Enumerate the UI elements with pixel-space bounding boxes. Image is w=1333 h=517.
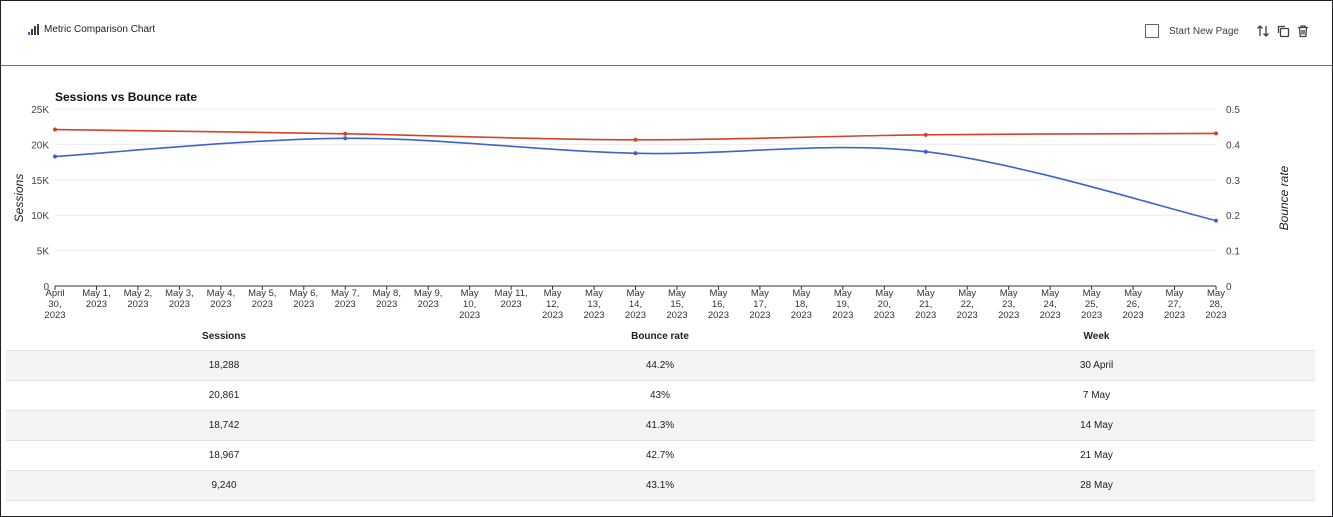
table-header-week: Week [1083, 330, 1110, 342]
x-tick-label: May 5, 2023 [248, 288, 277, 310]
x-tick-label: May 14, 2023 [625, 288, 646, 321]
data-table: Sessions Bounce rate Week 18,288 44.2% 3… [6, 322, 1315, 501]
x-tick-label: May 2, 2023 [124, 288, 153, 310]
table-cell-sessions: 18,288 [208, 360, 240, 371]
data-point-bounce-rate [1214, 131, 1218, 136]
x-tick-label: April 30, 2023 [44, 288, 65, 321]
y-tick-label: 10K [31, 211, 49, 222]
y2-tick-label: 0.5 [1226, 105, 1240, 116]
data-point-sessions [1214, 218, 1218, 223]
table-row: 9,240 43.1% 28 May [6, 471, 1315, 501]
x-tick-label: May 10, 2023 [459, 288, 480, 321]
table-cell-bounce-rate: 43% [649, 390, 670, 401]
x-tick-label: May 21, 2023 [915, 288, 936, 321]
y-tick-label: 25K [31, 105, 49, 116]
x-tick-label: May 12, 2023 [542, 288, 563, 321]
x-tick-label: May 22, 2023 [957, 288, 978, 321]
start-new-page-checkbox[interactable] [1144, 24, 1159, 38]
data-point-sessions [53, 154, 57, 159]
widget-title-group: Metric Comparison Chart [28, 24, 155, 35]
table-cell-sessions: 20,861 [208, 390, 240, 401]
data-point-sessions [633, 151, 638, 156]
table-header-sessions: Sessions [202, 330, 246, 342]
x-tick-label: May 20, 2023 [874, 288, 895, 321]
table-row: 18,742 41.3% 14 May [6, 411, 1315, 441]
y-tick-label: 15K [31, 176, 49, 187]
x-tick-label: May 19, 2023 [832, 288, 853, 321]
y2-tick-label: 0.3 [1226, 176, 1240, 187]
table-cell-sessions: 18,967 [208, 450, 240, 461]
table-cell-bounce-rate: 42.7% [645, 450, 675, 461]
data-point-sessions [343, 136, 348, 141]
x-tick-label: May 17, 2023 [749, 288, 770, 321]
x-tick-label: May 13, 2023 [583, 288, 604, 321]
y2-tick-label: 0.1 [1226, 247, 1240, 258]
table-header-bounce-rate: Bounce rate [631, 330, 689, 342]
x-tick-label: May 9, 2023 [414, 288, 443, 310]
table-cell-bounce-rate: 43.1% [645, 480, 675, 491]
x-tick-label: May 18, 2023 [791, 288, 812, 321]
widget-title: Metric Comparison Chart [44, 24, 156, 35]
trash-icon[interactable] [1295, 23, 1311, 39]
x-tick-label: May 8, 2023 [372, 288, 401, 310]
table-row: 20,861 43% 7 May [6, 381, 1315, 411]
data-point-bounce-rate [923, 132, 928, 137]
x-tick-label: May 15, 2023 [666, 288, 687, 321]
y2-tick-label: 0.2 [1226, 211, 1240, 222]
table-cell-week: 28 May [1080, 480, 1113, 491]
data-point-bounce-rate [633, 137, 638, 142]
table-cell-sessions: 18,742 [208, 420, 240, 431]
bar-chart-icon [28, 24, 39, 35]
table-body: 18,288 44.2% 30 April 20,861 43% 7 May 1… [6, 351, 1315, 501]
x-tick-label: May 25, 2023 [1081, 288, 1102, 321]
x-tick-label: May 1, 2023 [82, 288, 111, 310]
x-tick-label: May 3, 2023 [165, 288, 194, 310]
table-header: Sessions Bounce rate Week [6, 322, 1315, 351]
table-cell-bounce-rate: 44.2% [645, 360, 675, 371]
table-cell-week: 21 May [1080, 450, 1113, 461]
data-point-bounce-rate [53, 127, 57, 132]
y2-tick-label: 0 [1226, 282, 1232, 293]
table-row: 18,288 44.2% 30 April [6, 351, 1315, 381]
table-cell-sessions: 9,240 [211, 480, 237, 491]
x-tick-label: May 7, 2023 [331, 288, 360, 310]
y-tick-label: 20K [31, 140, 49, 151]
x-tick-label: May 11, 2023 [495, 288, 528, 310]
data-point-bounce-rate [343, 131, 348, 136]
x-tick-label: May 4, 2023 [207, 288, 236, 310]
table-row: 18,967 42.7% 21 May [6, 441, 1315, 471]
line-chart: Sessions vs Bounce rate Sessions Bounce … [12, 90, 1291, 321]
chart-title: Sessions vs Bounce rate [55, 90, 197, 104]
data-point-sessions [923, 149, 928, 154]
y2-axis-label: Bounce rate [1277, 165, 1291, 230]
table-cell-bounce-rate: 41.3% [645, 420, 675, 431]
y-axis-label: Sessions [12, 174, 26, 223]
widget-controls: Start New Page [1144, 21, 1332, 41]
table-cell-week: 7 May [1082, 390, 1111, 401]
y2-tick-label: 0.4 [1226, 140, 1240, 151]
y-tick-label: 5K [37, 247, 50, 258]
x-tick-label: May 26, 2023 [1123, 288, 1144, 321]
x-tick-label: May 23, 2023 [998, 288, 1019, 321]
sort-arrows-icon[interactable] [1255, 23, 1271, 39]
start-new-page-label: Start New Page [1168, 25, 1239, 37]
copy-icon[interactable] [1275, 23, 1291, 39]
table-cell-week: 14 May [1080, 420, 1113, 431]
x-tick-label: May 27, 2023 [1164, 288, 1185, 321]
y-tick-label: 0 [43, 282, 49, 293]
x-tick-label: May 16, 2023 [708, 288, 729, 321]
x-tick-label: May 24, 2023 [1040, 288, 1061, 321]
table-cell-week: 30 April [1079, 360, 1114, 371]
x-tick-label: May 28, 2023 [1205, 288, 1226, 321]
x-tick-label: May 6, 2023 [290, 288, 319, 310]
widget-header: Metric Comparison Chart Start New Page [1, 1, 1332, 66]
